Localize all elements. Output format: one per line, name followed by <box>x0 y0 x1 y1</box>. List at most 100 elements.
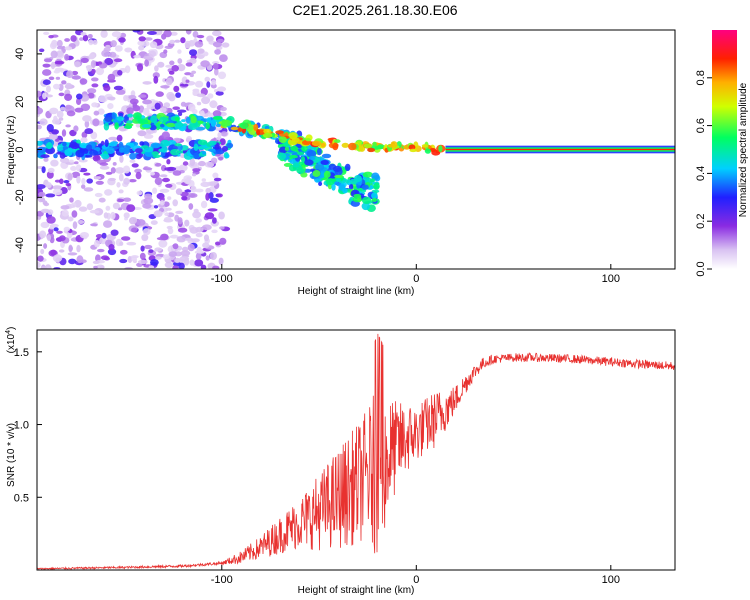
lower-band-mark <box>106 147 115 154</box>
bright-band-mark <box>253 123 259 131</box>
lower-band-mark <box>197 139 208 146</box>
noise-mark <box>38 191 46 197</box>
noise-mark <box>185 62 193 67</box>
spectrogram-xlabel: Height of straight line (km) <box>298 286 415 297</box>
descending-mark <box>361 196 372 204</box>
noise-mark <box>137 130 147 137</box>
noise-mark <box>135 123 141 128</box>
noise-mark <box>130 255 139 259</box>
noise-mark <box>172 199 178 207</box>
noise-mark <box>97 61 103 65</box>
lower-band-mark <box>170 149 180 156</box>
bright-band-mark <box>408 144 416 150</box>
noise-mark <box>74 61 81 68</box>
noise-mark <box>84 128 94 135</box>
noise-mark <box>188 203 194 210</box>
descending-mark <box>344 163 351 172</box>
lower-band-mark <box>140 145 149 150</box>
bright-band-mark <box>409 148 418 153</box>
snr-ticks: -100 0 100 0.5 1.0 1.5 <box>14 347 620 586</box>
noise-mark <box>56 39 63 48</box>
noise-mark <box>86 65 93 72</box>
bright-band-mark <box>311 140 322 146</box>
bright-band-mark <box>237 127 243 132</box>
noise-mark <box>159 107 167 113</box>
noise-mark <box>187 243 195 252</box>
noise-mark <box>52 188 63 196</box>
noise-mark <box>42 69 52 76</box>
descending-mark <box>362 171 373 178</box>
noise-mark <box>46 171 54 179</box>
noise-mark <box>100 255 110 260</box>
noise-mark <box>204 76 211 82</box>
noise-mark <box>95 67 105 76</box>
noise-mark <box>200 60 210 68</box>
carrier-line-core <box>445 148 675 151</box>
bright-band-mark <box>327 137 334 141</box>
noise-mark <box>157 61 165 68</box>
lower-band-mark <box>151 151 159 156</box>
noise-mark <box>212 265 220 269</box>
lower-band-mark <box>110 141 119 145</box>
colorbar-tick-label: 0.8 <box>695 70 707 85</box>
noise-mark <box>71 75 82 80</box>
noise-mark <box>181 195 188 201</box>
upper-band-mark <box>210 119 217 127</box>
noise-mark <box>126 204 136 213</box>
spectrogram-ytick-label: 40 <box>14 48 26 60</box>
noise-mark <box>40 221 50 229</box>
noise-mark <box>175 188 183 196</box>
noise-mark <box>115 89 126 95</box>
noise-mark <box>184 72 192 76</box>
noise-mark <box>70 166 77 171</box>
noise-mark <box>123 197 132 202</box>
noise-mark <box>141 234 149 242</box>
noise-mark <box>92 118 100 127</box>
upper-band-mark <box>137 118 143 124</box>
noise-mark <box>63 226 70 232</box>
noise-mark <box>64 46 73 51</box>
descending-mark <box>312 170 321 177</box>
noise-mark <box>196 34 205 39</box>
lower-band-mark <box>86 144 93 150</box>
bright-band-mark <box>305 138 311 142</box>
noise-mark <box>79 232 89 239</box>
noise-mark <box>131 163 139 168</box>
noise-mark <box>106 96 116 101</box>
spectrogram-xtick-label: -100 <box>211 273 233 285</box>
noise-mark <box>105 44 111 48</box>
noise-mark <box>214 68 219 76</box>
noise-mark <box>46 182 52 189</box>
noise-mark <box>76 93 83 100</box>
noise-mark <box>76 244 81 253</box>
noise-mark <box>54 179 61 183</box>
noise-mark <box>196 101 202 106</box>
noise-mark <box>46 216 56 224</box>
noise-mark <box>219 237 227 245</box>
noise-mark <box>143 55 153 60</box>
noise-mark <box>154 247 163 252</box>
noise-mark <box>166 159 171 165</box>
bright-band-mark <box>424 148 431 154</box>
noise-mark <box>39 118 48 126</box>
noise-mark <box>110 167 116 174</box>
noise-mark <box>95 234 103 239</box>
noise-mark <box>189 57 197 64</box>
noise-mark <box>59 106 66 111</box>
noise-mark <box>99 165 110 170</box>
noise-mark <box>61 80 67 85</box>
noise-mark <box>200 110 205 118</box>
noise-mark <box>80 32 87 36</box>
noise-mark <box>116 134 123 142</box>
descending-mark <box>289 155 298 159</box>
noise-mark <box>59 157 70 164</box>
spectrogram-ticks: -100 0 100 -40 -20 0 20 40 <box>14 48 620 285</box>
noise-mark <box>113 58 123 63</box>
noise-mark <box>61 129 67 137</box>
noise-mark <box>74 161 79 165</box>
lower-band-mark <box>45 142 53 150</box>
noise-mark <box>91 77 99 82</box>
noise-mark <box>69 197 74 203</box>
noise-mark <box>144 59 150 67</box>
noise-mark <box>178 112 183 116</box>
